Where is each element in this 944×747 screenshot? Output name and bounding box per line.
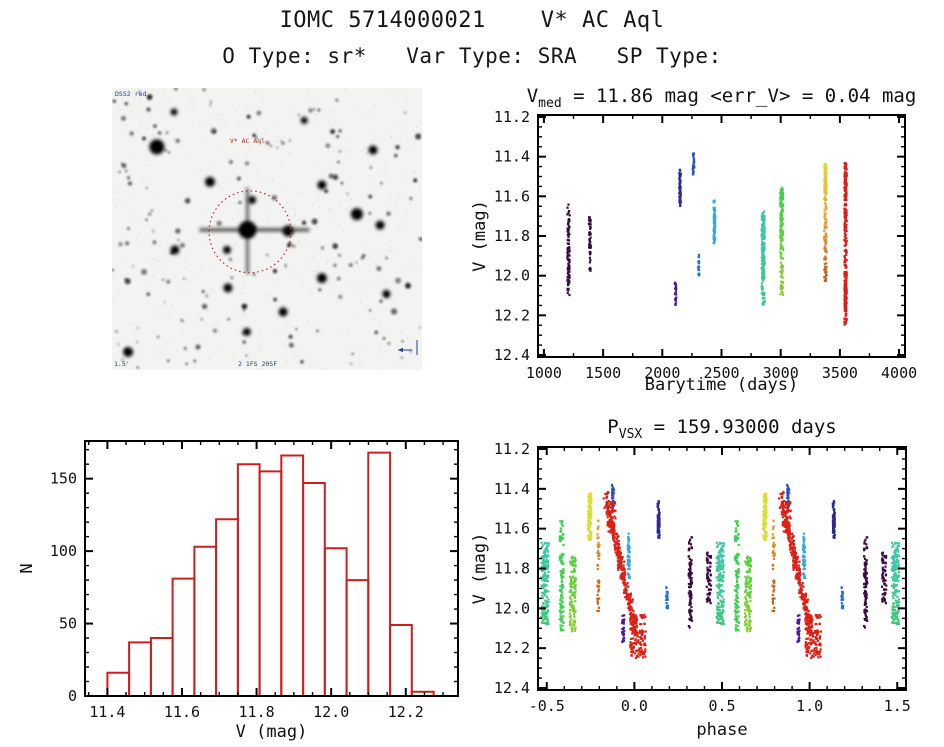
lightcurve-plot: 1000 1500 2000 2500 3000 3500 4000 11.2 11.4 11.6… [470, 85, 917, 395]
histogram-bar [280, 454, 305, 696]
svg-text:11.4: 11.4 [89, 703, 125, 721]
svg-text:11.4: 11.4 [494, 148, 530, 166]
histogram-minor-ticks [85, 441, 458, 696]
svg-text:12.4: 12.4 [494, 346, 530, 364]
compass-icon [398, 340, 418, 355]
target-star [199, 187, 310, 274]
svg-text:3500: 3500 [822, 364, 858, 382]
svg-text:150: 150 [50, 470, 77, 488]
histogram-bar [323, 547, 348, 696]
svg-text:11.2: 11.2 [494, 108, 530, 126]
target-name-label: V* AC Aql [230, 137, 265, 145]
lightcurve-tick-labels: 1000 1500 2000 2500 3000 3500 4000 11.2 11.4 11.6… [494, 108, 917, 382]
starfield-small-stars [112, 88, 422, 369]
histogram-bar [171, 577, 196, 696]
svg-text:12.0: 12.0 [494, 267, 530, 285]
svg-text:100: 100 [50, 542, 77, 560]
finding-chart-image: V* AC Aql DSS2 red 2 1FS 205F 1.5' [112, 88, 422, 370]
magnitude-histogram-plot: 11.4 11.6 11.8 12.0 12.2 0 50 100 150 V (mag) N [20, 440, 459, 742]
svg-text:3000: 3000 [763, 364, 799, 382]
target-marker-circle [208, 190, 292, 274]
page-title: IOMC 5714000021 V* AC Aql [279, 8, 665, 33]
svg-text:11.6: 11.6 [164, 703, 200, 721]
svg-text:11.8: 11.8 [494, 227, 530, 245]
histogram-axes [84, 440, 459, 697]
phase-ticks [538, 447, 906, 690]
lightcurve-minor-ticks [538, 115, 905, 357]
histogram-bars [106, 451, 435, 696]
phase-title: PVSX = 159.93000 days [607, 416, 836, 442]
svg-text:11.6: 11.6 [494, 187, 530, 205]
starfield-bright-stars [123, 108, 391, 357]
histogram-bar [367, 451, 392, 696]
histogram-bar [345, 579, 370, 696]
svg-text:50: 50 [59, 615, 77, 633]
histogram-bar [149, 637, 174, 696]
svg-text:1500: 1500 [585, 364, 621, 382]
bottom-caption: 2 1FS 205F [238, 360, 277, 368]
phase-axes [537, 446, 907, 691]
svg-text:Barytime (days): Barytime (days) [645, 375, 799, 395]
histogram-bar [236, 463, 261, 696]
phase-folded-plot: -0.5 0.0 0.5 1.0 1.511.211.411.611.812.012.2… [470, 416, 911, 740]
lightcurve-axes [537, 114, 906, 358]
svg-text:2000: 2000 [644, 364, 680, 382]
histogram-bar [410, 690, 435, 696]
histogram-bar [193, 545, 218, 696]
svg-text:12.2: 12.2 [388, 703, 424, 721]
svg-text:1000: 1000 [526, 364, 562, 382]
svg-text:V (mag): V (mag) [236, 722, 308, 742]
svg-text:0: 0 [68, 687, 77, 705]
histogram-bar [258, 470, 283, 696]
phase-points [540, 483, 901, 660]
svg-text:12.2: 12.2 [494, 306, 530, 324]
svg-text:11.8: 11.8 [239, 703, 275, 721]
lightcurve-title: Vmed = 11.86 mag <err_V> = 0.04 mag [527, 85, 917, 111]
scale-label: 1.5' [114, 360, 130, 368]
histogram-ticks [85, 441, 458, 697]
phase-tick-labels: -0.5 0.0 0.5 1.0 1.511.211.411.611.812.012.2… [494, 440, 911, 715]
svg-text:12.0: 12.0 [313, 703, 349, 721]
lightcurve-ticks [538, 115, 905, 357]
histogram-tick-labels: 11.4 11.6 11.8 12.0 12.2 0 50 100 150 [50, 470, 424, 721]
histogram-axis-labels: V (mag) N [20, 563, 307, 742]
histogram-bar [389, 624, 413, 696]
survey-label: DSS2 red [115, 90, 146, 98]
histogram-bar [128, 641, 152, 696]
histogram-bar [302, 482, 326, 696]
svg-text:2500: 2500 [703, 364, 739, 382]
svg-text:V (mag): V (mag) [470, 200, 490, 272]
lightcurve-axis-labels: Barytime (days) V (mag) [470, 200, 798, 395]
finder-annotations: V* AC Aql DSS2 red 2 1FS 205F 1.5' [114, 90, 277, 368]
svg-text:4000: 4000 [881, 364, 917, 382]
page-subtitle: O Type: sr* Var Type: SRA SP Type: [222, 44, 722, 68]
phase-minor-ticks [538, 447, 906, 690]
histogram-bar [215, 518, 239, 696]
lightcurve-points [566, 152, 848, 326]
svg-text:N: N [20, 563, 37, 573]
